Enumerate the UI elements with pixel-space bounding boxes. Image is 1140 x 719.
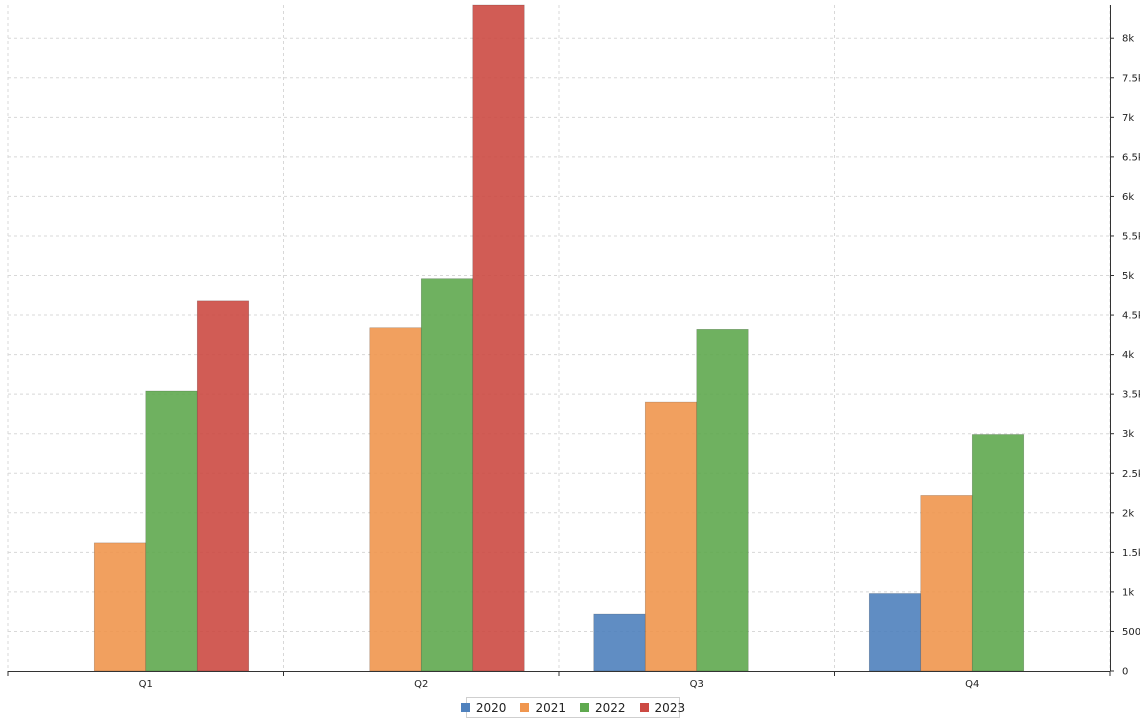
y-tick-label: 7k — [1122, 113, 1134, 124]
y-tick-label: 2k — [1122, 508, 1134, 519]
legend-label: 2023 — [654, 700, 686, 715]
x-tick-label: Q2 — [414, 679, 428, 690]
x-tick-label: Q3 — [690, 679, 704, 690]
bar-2021-q3 — [644, 401, 698, 672]
y-tick-label: 2.5k — [1122, 469, 1140, 480]
bar-2022-q4 — [971, 434, 1025, 672]
bar-2022-q2 — [420, 278, 474, 672]
y-tick-label: 1.5k — [1122, 548, 1140, 559]
y-tick-label: 500 — [1122, 627, 1140, 638]
bar-2021-q4 — [920, 495, 973, 672]
legend-item-2021[interactable]: 2021 — [520, 701, 566, 715]
legend-label: 2021 — [535, 700, 566, 715]
y-tick-label: 5.5k — [1122, 231, 1140, 242]
y-tick-label: 3k — [1122, 429, 1134, 440]
bar-2020-q3 — [593, 613, 646, 672]
legend-swatch — [520, 703, 530, 712]
y-tick-label: 4k — [1122, 350, 1134, 361]
bar-2022-q1 — [145, 390, 198, 672]
legend-item-2023[interactable]: 2023 — [639, 700, 686, 715]
legend-item-2020[interactable]: 2020 — [460, 700, 507, 715]
x-tick-label: Q4 — [965, 679, 979, 690]
legend: 2020 2021 2022 2023 — [460, 697, 685, 718]
y-tick-label: 4.5k — [1122, 311, 1140, 322]
legend-swatch — [460, 703, 470, 712]
legend-swatch — [580, 703, 589, 712]
x-tick-label: Q1 — [139, 679, 153, 690]
y-tick-label: 7.5k — [1122, 73, 1140, 84]
y-tick-label: 1k — [1122, 587, 1134, 598]
y-tick-label: 5k — [1122, 271, 1134, 282]
bar-2023-q2 — [472, 4, 525, 672]
bars — [93, 4, 1025, 672]
legend-label: 2020 — [475, 700, 507, 715]
legend-item-2022[interactable]: 2022 — [580, 701, 626, 715]
y-tick-label: 8k — [1122, 34, 1134, 45]
y-tick-label: 3.5k — [1122, 390, 1140, 401]
legend-label: 2022 — [595, 700, 626, 715]
bar-2020-q4 — [868, 593, 922, 672]
y-tick-label: 0 — [1122, 667, 1128, 678]
bar-2022-q3 — [696, 328, 749, 672]
y-tick-label: 6k — [1122, 192, 1134, 203]
bar-2021-q2 — [369, 327, 422, 672]
y-tick-label: 6.5k — [1122, 152, 1140, 163]
axes: 0 500 1k 1.5k 2k 2.5k 3k 3.5k 4k 4.5k 5k 5.5k 6k 6.5k… — [7, 5, 1140, 690]
legend-swatch — [639, 703, 649, 712]
bar-2021-q1 — [93, 542, 147, 672]
bar-2023-q1 — [196, 300, 250, 672]
